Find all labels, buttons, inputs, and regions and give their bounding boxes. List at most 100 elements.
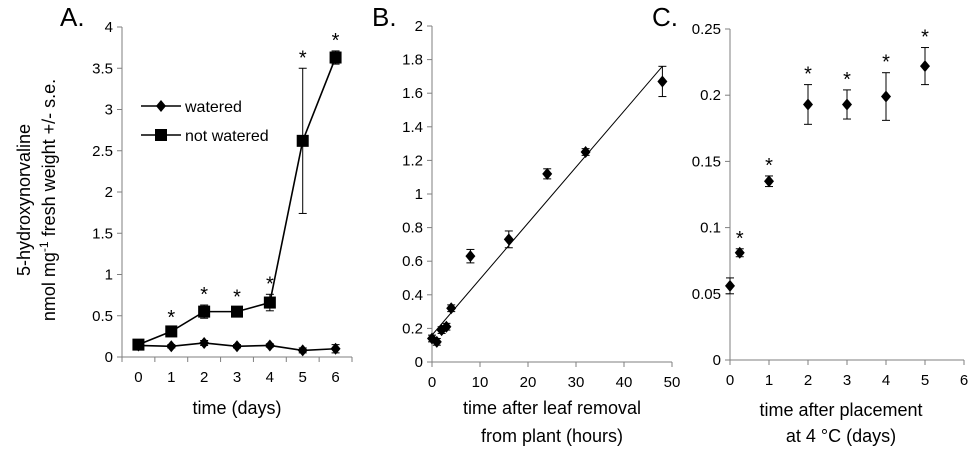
panel-label: A. — [60, 2, 85, 32]
x-tick-label: 4 — [266, 369, 274, 386]
data-point — [263, 296, 276, 309]
x-axis-label: from plant (hours) — [481, 426, 623, 446]
y-tick-label: 0.1 — [700, 220, 721, 237]
legend: watered not watered — [141, 99, 269, 145]
y-tick-label: 1 — [415, 186, 423, 203]
x-tick-label: 2 — [804, 372, 812, 389]
y-tick-label: 3 — [105, 102, 113, 119]
data-point — [441, 320, 452, 333]
y-tick-label: 1.5 — [92, 225, 113, 242]
y-tick-label: 0.15 — [692, 153, 721, 170]
x-tick-label: 50 — [664, 374, 681, 391]
data-point — [166, 340, 177, 353]
x-tick-label: 0 — [428, 374, 436, 391]
legend-label: watered — [184, 99, 242, 116]
data-point — [264, 339, 275, 352]
y-tick-label: 2.5 — [92, 143, 113, 160]
y-tick-label: 0.05 — [692, 286, 721, 303]
x-tick-label: 6 — [960, 372, 968, 389]
significance-star: * — [765, 155, 773, 177]
data-point — [734, 246, 745, 259]
data-point — [198, 305, 211, 318]
y-tick-label: 0 — [713, 352, 721, 369]
data-point — [542, 167, 553, 180]
significance-star: * — [882, 52, 890, 74]
x-tick-label: 1 — [765, 372, 773, 389]
data-point — [199, 336, 210, 349]
significance-star: * — [167, 307, 175, 329]
legend-label: not watered — [185, 128, 269, 145]
y-tick-label: 0.25 — [692, 21, 721, 38]
panel-label: B. — [372, 2, 397, 32]
data-point — [297, 344, 308, 357]
panel-label: C. — [652, 2, 678, 32]
significance-star: * — [299, 47, 307, 69]
x-tick-label: 6 — [331, 369, 339, 386]
x-tick-label: 0 — [134, 369, 142, 386]
x-tick-label: 40 — [616, 374, 633, 391]
x-tick-label: 2 — [200, 369, 208, 386]
y-tick-label: 2 — [105, 184, 113, 201]
x-tick-label: 3 — [843, 372, 851, 389]
data-point — [329, 51, 342, 64]
x-axis-label: at 4 °C (days) — [786, 426, 896, 446]
data-point — [446, 302, 457, 315]
panel-a: A. 0 0.5 1 1.5 2 2.5 3 3.5 4 0 1 2 3 4 5 6 time (days) * * *… — [60, 2, 353, 418]
y-tick-label: 1.2 — [402, 152, 423, 169]
panel-c: C. 0 0.05 0.1 0.15 0.2 0.25 0 1 2 3 4 5 6 time after p… — [652, 2, 968, 446]
y-tick-label: 3.5 — [92, 60, 113, 77]
y-tick-label: 4 — [105, 19, 113, 36]
y-tick-label: 1.6 — [402, 85, 423, 102]
significance-star: * — [332, 30, 340, 52]
significance-star: * — [266, 273, 274, 295]
data-point — [132, 338, 145, 351]
x-tick-label: 0 — [726, 372, 734, 389]
x-tick-label: 3 — [233, 369, 241, 386]
data-point — [231, 305, 243, 318]
trend-line — [431, 65, 663, 336]
significance-star: * — [921, 27, 929, 49]
data-point — [465, 250, 476, 263]
y-tick-label: 0.8 — [402, 220, 423, 237]
significance-star: * — [843, 69, 851, 91]
data-point — [296, 134, 309, 147]
significance-star: * — [736, 228, 744, 250]
significance-star: * — [804, 64, 812, 86]
y-tick-label: 0.2 — [402, 320, 423, 337]
data-point — [881, 90, 891, 103]
data-point — [165, 325, 178, 338]
legend-marker — [156, 100, 166, 112]
y-tick-label: 1.4 — [402, 119, 423, 136]
data-point — [803, 98, 813, 111]
data-point — [920, 60, 930, 73]
data-point — [232, 340, 242, 353]
x-axis-label: time after placement — [759, 400, 922, 420]
y-tick-label: 0.4 — [402, 287, 423, 304]
x-tick-label: 30 — [568, 374, 585, 391]
data-point — [657, 75, 668, 88]
x-tick-label: 5 — [921, 372, 929, 389]
data-point — [842, 98, 852, 111]
x-tick-label: 10 — [472, 374, 489, 391]
x-tick-label: 1 — [167, 369, 175, 386]
y-tick-label: 1 — [105, 267, 113, 284]
y-tick-label: 0.5 — [92, 308, 113, 325]
significance-star: * — [233, 287, 241, 309]
y-tick-label: 2 — [415, 18, 423, 35]
x-tick-label: 5 — [299, 369, 307, 386]
y-tick-label: 0 — [105, 349, 113, 366]
y-tick-label: 1.8 — [402, 52, 423, 69]
y-tick-label: 0.2 — [700, 87, 721, 104]
data-point — [725, 279, 735, 292]
panel-b: B.00.20.40.60.811.21.41.61.820 10 20 30 40 50… — [372, 2, 680, 446]
y-axis-label-line2: nmol mg-1 fresh weight +/- s.e. — [37, 79, 59, 321]
x-axis-label: time after leaf removal — [463, 398, 641, 418]
y-axis-label-line1: 5-hydroxynorvaline — [14, 124, 34, 276]
y-tick-label: 0 — [415, 354, 423, 371]
x-tick-label: 20 — [520, 374, 537, 391]
data-point — [503, 233, 514, 246]
x-axis-label: time (days) — [192, 398, 281, 418]
legend-marker — [155, 129, 167, 141]
significance-star: * — [200, 284, 208, 306]
